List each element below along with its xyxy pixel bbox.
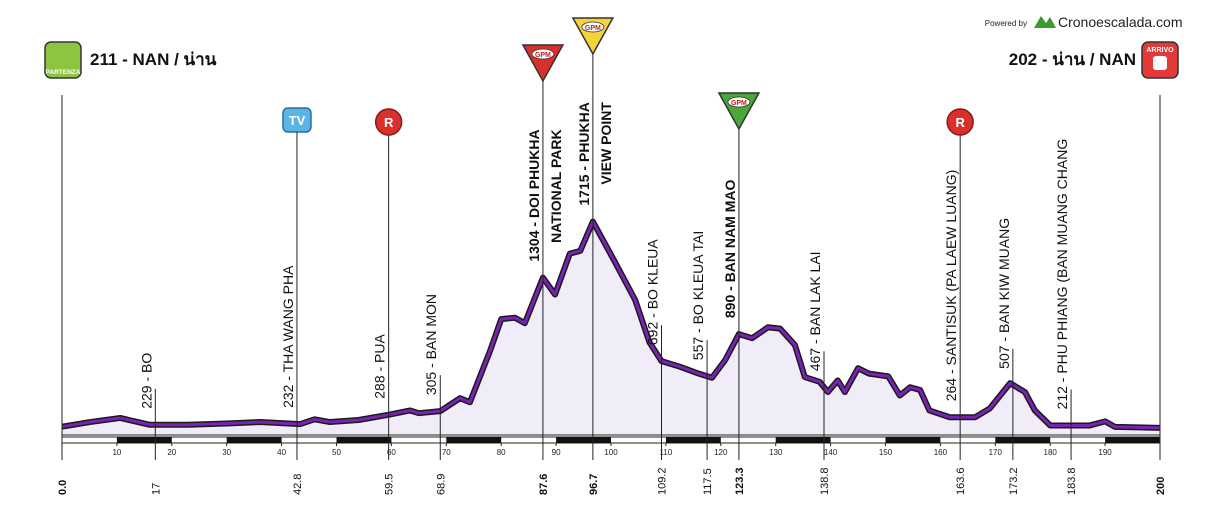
- x-tick-label: 170: [989, 448, 1003, 457]
- waypoint-label: 507 - BAN KIW MUANG: [996, 218, 1012, 369]
- start-badge-icon: [44, 41, 82, 79]
- distance-bar-segment: [556, 437, 611, 443]
- distance-bar-segment: [995, 437, 1051, 443]
- start-name: 211 - NAN / น่าน: [90, 50, 217, 69]
- waypoint-km: 17: [150, 483, 162, 495]
- sprint-marker-label: R: [384, 115, 394, 130]
- waypoint-label: 212 - PHU PHIANG (BAN MUANG CHANG: [1054, 139, 1070, 410]
- climb-marker-label: GPM: [535, 52, 551, 59]
- x-tick-label: 190: [1098, 448, 1112, 457]
- start-badge: PARTENZA: [46, 69, 81, 76]
- waypoint-km: 163.6: [955, 467, 967, 495]
- finish-badge-glyph: [1153, 56, 1167, 70]
- brand: Cronoescalada.com: [1058, 14, 1183, 30]
- x-tick-label: 70: [442, 448, 451, 457]
- waypoint-label: 467 - BAN LAK LAI: [807, 251, 823, 371]
- waypoint-km: 123.3: [734, 467, 746, 495]
- waypoint-label: 890 - BAN NAM MAO: [722, 180, 738, 319]
- distance-bar-segment: [226, 437, 282, 443]
- waypoint-km: 183.8: [1066, 467, 1078, 495]
- waypoint-km: 42.8: [292, 474, 304, 495]
- waypoint-km: 0.0: [57, 480, 69, 495]
- distance-bar-segment: [1105, 437, 1160, 443]
- x-tick-label: 40: [277, 448, 286, 457]
- waypoint-km: 68.9: [435, 474, 447, 495]
- x-tick-label: 50: [332, 448, 341, 457]
- distance-bar-segment: [665, 437, 721, 443]
- x-tick-label: 30: [222, 448, 231, 457]
- waypoint-km: 173.2: [1008, 467, 1020, 495]
- waypoint-label: 1715 - PHUKHA: [576, 102, 592, 205]
- waypoint-label: 229 - BO: [138, 353, 154, 409]
- waypoint-km: 138.8: [819, 467, 831, 495]
- sprint-marker-label: R: [955, 115, 965, 130]
- waypoint-km: 96.7: [588, 474, 600, 495]
- waypoint-label: NATIONAL PARK: [548, 129, 564, 243]
- climb-marker-badge: [531, 48, 555, 60]
- waypoint-label: VIEW POINT: [598, 102, 614, 185]
- waypoint-label: 1304 - DOI PHUKHA: [526, 129, 542, 261]
- credit: Powered by: [985, 19, 1027, 28]
- waypoint-label: 692 - BO KLEUA: [645, 239, 661, 345]
- x-tick-label: 110: [660, 448, 673, 457]
- x-tick-label: 10: [112, 448, 121, 457]
- x-tick-label: 160: [934, 448, 948, 457]
- x-tick-label: 120: [714, 448, 728, 457]
- x-tick-label: 100: [604, 448, 618, 457]
- finish-name: 202 - น่าน / NAN: [1009, 50, 1136, 69]
- distance-bar-segment: [336, 437, 392, 443]
- waypoint-label: 232 - THA WANG PHA: [280, 265, 296, 408]
- brand-logo: [1034, 16, 1056, 28]
- climb-marker-label: GPM: [731, 100, 747, 107]
- waypoint-label: 288 - PUA: [372, 333, 388, 398]
- tv-marker-label: TV: [289, 113, 306, 128]
- waypoint-km: 109.2: [657, 467, 669, 495]
- distance-bar-segment: [446, 437, 502, 443]
- x-tick-label: 130: [769, 448, 783, 457]
- profile-area: [62, 221, 1160, 435]
- climb-marker-badge: [581, 21, 605, 33]
- distance-bar-segment: [775, 437, 831, 443]
- waypoint-km: 117.5: [702, 468, 714, 495]
- finish-badge: ARRIVO: [1146, 47, 1174, 54]
- waypoint-label: 557 - BO KLEUA TAI: [690, 231, 706, 360]
- profile-line: [61, 220, 1161, 430]
- climb-marker-badge: [727, 96, 751, 108]
- waypoint-km: 87.6: [538, 474, 550, 495]
- x-tick-label: 180: [1044, 448, 1058, 457]
- x-tick-label: 150: [879, 448, 893, 457]
- waypoint-km: 200: [1155, 477, 1167, 495]
- x-tick-label: 80: [497, 448, 506, 457]
- x-tick-label: 90: [552, 448, 561, 457]
- distance-bar-segment: [116, 437, 172, 443]
- x-tick-label: 140: [824, 448, 838, 457]
- distance-bar-segment: [885, 437, 941, 443]
- waypoint-km: 59.5: [384, 474, 396, 495]
- x-tick-label: 60: [387, 448, 396, 457]
- climb-marker-label: GPM: [585, 25, 601, 32]
- waypoint-label: 264 - SANTISUK (PA LAEW LUANG): [943, 170, 959, 402]
- waypoint-label: 305 - BAN MON: [423, 294, 439, 395]
- x-tick-label: 20: [167, 448, 176, 457]
